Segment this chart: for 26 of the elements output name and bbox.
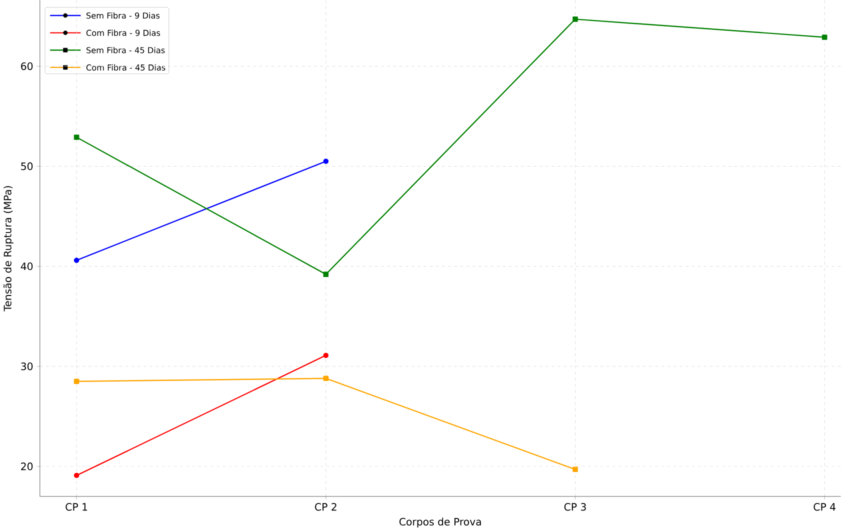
point — [572, 16, 578, 22]
point — [822, 34, 828, 40]
y-axis-title: Tensão de Ruptura (MPa) — [3, 186, 14, 312]
y-tick-label: 60 — [21, 62, 33, 70]
x-tick-label: CP 2 — [315, 503, 336, 511]
point — [323, 376, 329, 382]
point — [572, 466, 578, 472]
x-axis-title: Corpos de Prova — [399, 518, 481, 528]
legend-label: Com Fibra - 45 Dias — [86, 64, 166, 71]
point — [323, 272, 329, 278]
y-tick-label: 40 — [20, 262, 33, 270]
x-tick-label: CP 3 — [564, 503, 586, 511]
point — [74, 378, 80, 384]
point — [74, 258, 80, 263]
point — [323, 352, 329, 358]
legend-label: Com Fibra - 9 Dias — [86, 30, 160, 36]
x-tick-label: CP 1 — [66, 503, 88, 511]
y-tick-label: 30 — [21, 362, 33, 370]
y-tick-label: 20 — [21, 462, 33, 470]
legend-label: Sem Fibra - 9 Dias — [86, 12, 160, 19]
point — [74, 134, 80, 140]
legend-label: Sem Fibra - 45 Dias — [86, 47, 165, 54]
y-tick-label: 50 — [21, 162, 33, 170]
point — [74, 472, 80, 478]
point — [323, 158, 329, 164]
x-tick-label: CP 4 — [814, 503, 836, 511]
